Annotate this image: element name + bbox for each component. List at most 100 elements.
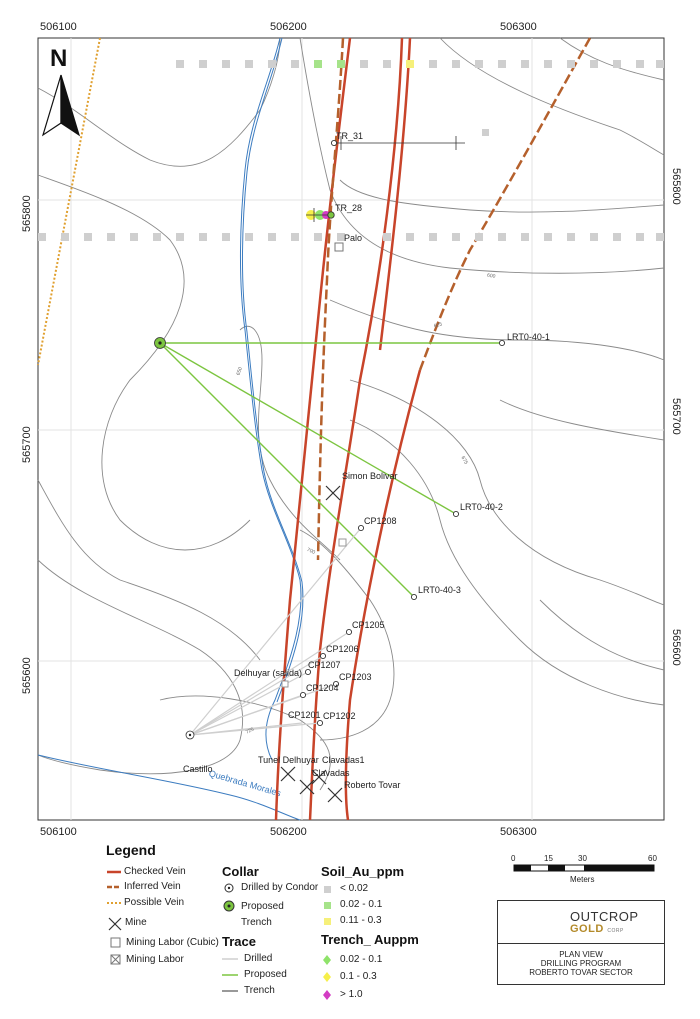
mine-icon bbox=[327, 787, 343, 803]
grid-lines bbox=[38, 38, 664, 820]
collar-label: LRT0-40-1 bbox=[507, 332, 550, 342]
collar-label: CP1207 bbox=[308, 660, 341, 670]
logo-area: OUTCROP GOLD CORP bbox=[498, 901, 664, 944]
legend-trench-label: > 1.0 bbox=[340, 989, 363, 1000]
legend-trace-title: Trace bbox=[222, 934, 256, 949]
collar-label: LRT0-40-2 bbox=[460, 502, 503, 512]
legend-collar-label: Proposed bbox=[241, 901, 284, 912]
legend-title: Legend bbox=[106, 842, 156, 858]
legend-collar-label: Drilled by Condor bbox=[241, 882, 319, 893]
proposed-traces bbox=[159, 342, 502, 598]
easting-label-top: 506300 bbox=[500, 21, 537, 33]
legend-vein-label: Possible Vein bbox=[124, 897, 185, 908]
mine-label: Roberto Tovar bbox=[344, 780, 400, 790]
northing-label-right: 565800 bbox=[670, 168, 682, 205]
collar-markers bbox=[299, 139, 506, 727]
place-label: Castillo bbox=[183, 764, 213, 774]
collar-label: LRT0-40-3 bbox=[418, 585, 461, 595]
mining-labor-palo bbox=[334, 242, 344, 252]
northing-label-left: 565600 bbox=[21, 657, 33, 694]
contour-label: 725 bbox=[245, 727, 255, 736]
title-line: PLAN VIEW bbox=[559, 950, 603, 959]
mine-icon bbox=[280, 766, 296, 782]
soil-row-north bbox=[176, 60, 664, 68]
collar-label: CP1203 bbox=[339, 672, 372, 682]
scale-unit: Meters bbox=[570, 875, 594, 884]
map-content: Quebrada Morales bbox=[37, 37, 665, 821]
contour-lines bbox=[37, 37, 665, 791]
scale-tick-label: 60 bbox=[648, 854, 657, 863]
legend-soil-label: 0.02 - 0.1 bbox=[340, 899, 383, 910]
soil-row-south bbox=[38, 233, 664, 241]
scale-tick-label: 30 bbox=[578, 854, 587, 863]
northing-label-right: 565700 bbox=[670, 398, 682, 435]
collar-label: CP1201 bbox=[288, 710, 321, 720]
legend-collar-title: Collar bbox=[222, 864, 259, 879]
legend-trace-label: Drilled bbox=[244, 953, 273, 964]
mining-labor-cross-2 bbox=[281, 680, 289, 688]
mine-label: Clavadas1 bbox=[322, 755, 365, 765]
scale-tick-label: 0 bbox=[511, 854, 516, 863]
mine-label: Simon Bolivar bbox=[342, 471, 398, 481]
title-block: OUTCROP GOLD CORP PLAN VIEW DRILLING PRO… bbox=[497, 900, 665, 985]
easting-label-top: 506200 bbox=[270, 21, 307, 33]
legend-trench-title: Trench_ Auppm bbox=[321, 932, 419, 947]
title-line: DRILLING PROGRAM bbox=[540, 959, 622, 968]
contour-label: 625 bbox=[433, 321, 443, 329]
collar-label: TR_31 bbox=[336, 131, 363, 141]
legend-soil-title: Soil_Au_ppm bbox=[321, 864, 405, 879]
company-corp: CORP bbox=[607, 928, 624, 934]
drilled-traces bbox=[189, 527, 362, 736]
legend-mining-labor: Mining Labor bbox=[126, 954, 184, 965]
collar-castillo-origin bbox=[185, 730, 195, 740]
legend-trench-label: 0.1 - 0.3 bbox=[340, 971, 377, 982]
easting-label-bottom: 506300 bbox=[500, 826, 537, 838]
company-gold-word: GOLD bbox=[570, 923, 604, 935]
north-label: N bbox=[50, 45, 67, 72]
soil-samples bbox=[38, 60, 664, 241]
legend-vein-label: Checked Vein bbox=[124, 866, 186, 877]
collar-label: CP1206 bbox=[326, 644, 359, 654]
collar-label: CP1208 bbox=[364, 516, 397, 526]
easting-label-top: 506100 bbox=[40, 21, 77, 33]
legend-mine-label: Mine bbox=[125, 917, 147, 928]
mine-icons bbox=[280, 485, 343, 803]
collar-label: CP1202 bbox=[323, 711, 356, 721]
legend-soil-label: 0.11 - 0.3 bbox=[340, 915, 382, 926]
mine-icon bbox=[311, 769, 327, 785]
legend-symbols bbox=[107, 870, 331, 1000]
mine-icon bbox=[299, 779, 315, 795]
mine-icon bbox=[325, 485, 341, 501]
legend-vein-label: Inferred Vein bbox=[124, 881, 181, 892]
company-name-gold: GOLD CORP bbox=[570, 923, 624, 935]
contour-label: 600 bbox=[487, 273, 496, 280]
mine-label: Clavadas bbox=[312, 768, 350, 778]
northing-label-right: 565600 bbox=[670, 629, 682, 666]
collar-label: TR_28 bbox=[335, 203, 362, 213]
legend-trace-label: Trench bbox=[244, 985, 275, 996]
scale-tick-label: 15 bbox=[544, 854, 553, 863]
easting-label-bottom: 506200 bbox=[270, 826, 307, 838]
legend-mining-labor-cubic: Mining Labor (Cubic) bbox=[126, 937, 219, 948]
possible-vein bbox=[37, 37, 101, 366]
scale-bar: 0 15 30 60 Meters bbox=[511, 854, 657, 884]
legend-collar-label: Trench bbox=[241, 917, 272, 928]
legend-trace-label: Proposed bbox=[244, 969, 287, 980]
mine-icon bbox=[108, 917, 122, 931]
collar-proposed-origin bbox=[154, 337, 166, 349]
trench-tr31 bbox=[334, 136, 465, 150]
legend-soil-label: < 0.02 bbox=[340, 883, 369, 894]
mine-label: Tunel Delhuyar bbox=[258, 755, 319, 765]
collar-label: CP1205 bbox=[352, 620, 385, 630]
easting-label-bottom: 506100 bbox=[40, 826, 77, 838]
title-line: ROBERTO TOVAR SECTOR bbox=[529, 968, 633, 977]
contour-label: 675 bbox=[460, 455, 469, 465]
mining-labor-cross bbox=[338, 538, 347, 547]
collar-label: CP1204 bbox=[306, 683, 339, 693]
northing-label-left: 565800 bbox=[21, 195, 33, 232]
contour-label: 650 bbox=[235, 366, 244, 376]
legend-trench-label: 0.02 - 0.1 bbox=[340, 954, 383, 965]
contour-label: 700 bbox=[306, 547, 316, 556]
collar-label: Palo bbox=[344, 233, 362, 243]
